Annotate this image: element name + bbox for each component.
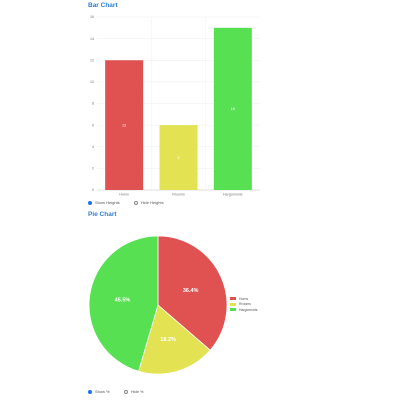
pie-value-label: 18.2% (160, 337, 176, 343)
y-tick-label: 14 (90, 37, 94, 41)
bar-value-label: 12 (122, 123, 126, 127)
legend-label: Horns (239, 296, 249, 301)
pie-value-label: 45.5% (115, 298, 131, 304)
y-tick-label: 2 (92, 167, 94, 171)
y-tick-label: 10 (90, 80, 94, 84)
pie-slice (138, 304, 211, 375)
y-tick-label: 6 (92, 123, 94, 127)
pie-legend: Horns Rrooms Hargumonts (230, 296, 257, 313)
show-heights-radio-dot[interactable] (88, 200, 92, 205)
legend-item: Horns (230, 296, 257, 302)
x-tick-label: Horns (119, 193, 129, 197)
legend-swatch (230, 297, 236, 301)
legend-swatch (230, 302, 236, 306)
x-tick-label: Rrooms (172, 193, 185, 197)
pie-slice (88, 235, 159, 372)
pie-chart-title: Pie Chart (88, 211, 117, 218)
show-heights-radio[interactable]: Show Heights (88, 200, 120, 205)
pie-value-label: 36.4% (183, 288, 199, 294)
show-percent-radio[interactable]: Show % (88, 389, 110, 394)
y-tick-label: 16 (90, 15, 94, 19)
bar-chart-title: Bar Chart (88, 2, 118, 9)
bar (105, 60, 144, 190)
hide-percent-radio-dot[interactable] (123, 389, 128, 394)
y-tick-label: 4 (92, 145, 94, 149)
bar (159, 125, 198, 190)
bar-value-label: 15 (231, 107, 235, 111)
pie-slice (157, 235, 228, 351)
hide-heights-label: Hide Heights (140, 200, 164, 205)
pie-percent-radio-group: Show % Hide % (88, 389, 158, 394)
legend-label: Rrooms (239, 302, 251, 307)
show-percent-radio-dot[interactable] (88, 389, 92, 394)
hide-heights-radio[interactable]: Hide Heights (133, 200, 164, 205)
bar-heights-radio-group: Show Heights Hide Heights (88, 200, 178, 205)
show-percent-label: Show % (95, 389, 110, 394)
hide-percent-label: Hide % (130, 389, 144, 394)
legend-swatch (230, 308, 236, 312)
bar (213, 27, 252, 190)
legend-label: Hargumonts (239, 307, 258, 312)
legend-item: Hargumonts (230, 307, 257, 313)
y-tick-label: 12 (90, 58, 94, 62)
y-tick-label: 8 (92, 102, 94, 106)
y-tick-label: 0 (92, 188, 94, 192)
hide-percent-radio[interactable]: Hide % (123, 389, 144, 394)
bar-value-label: 6 (177, 156, 179, 160)
legend-item: Rrooms (230, 302, 257, 308)
hide-heights-radio-dot[interactable] (133, 200, 138, 205)
x-tick-label: Hargumonts (223, 193, 243, 197)
show-heights-label: Show Heights (95, 200, 120, 205)
